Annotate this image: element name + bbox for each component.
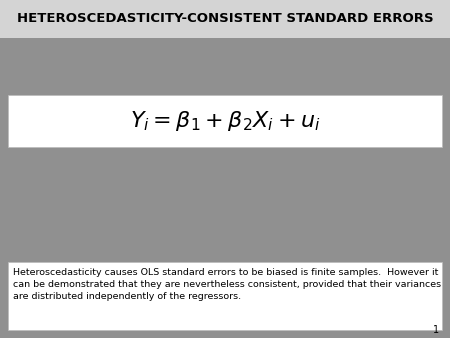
Text: Heteroscedasticity causes OLS standard errors to be biased is finite samples.  H: Heteroscedasticity causes OLS standard e… (13, 268, 441, 301)
Text: 1: 1 (432, 325, 439, 335)
Bar (0, 38, 450, 58)
Text: HETEROSCEDASTICITY-CONSISTENT STANDARD ERRORS: HETEROSCEDASTICITY-CONSISTENT STANDARD E… (17, 13, 433, 25)
Text: $Y_i = \beta_1 + \beta_2 X_i + u_i$: $Y_i = \beta_1 + \beta_2 X_i + u_i$ (130, 109, 320, 133)
Bar (0, 0, 450, 38)
Bar (8, 95, 442, 147)
Bar (8, 262, 442, 330)
